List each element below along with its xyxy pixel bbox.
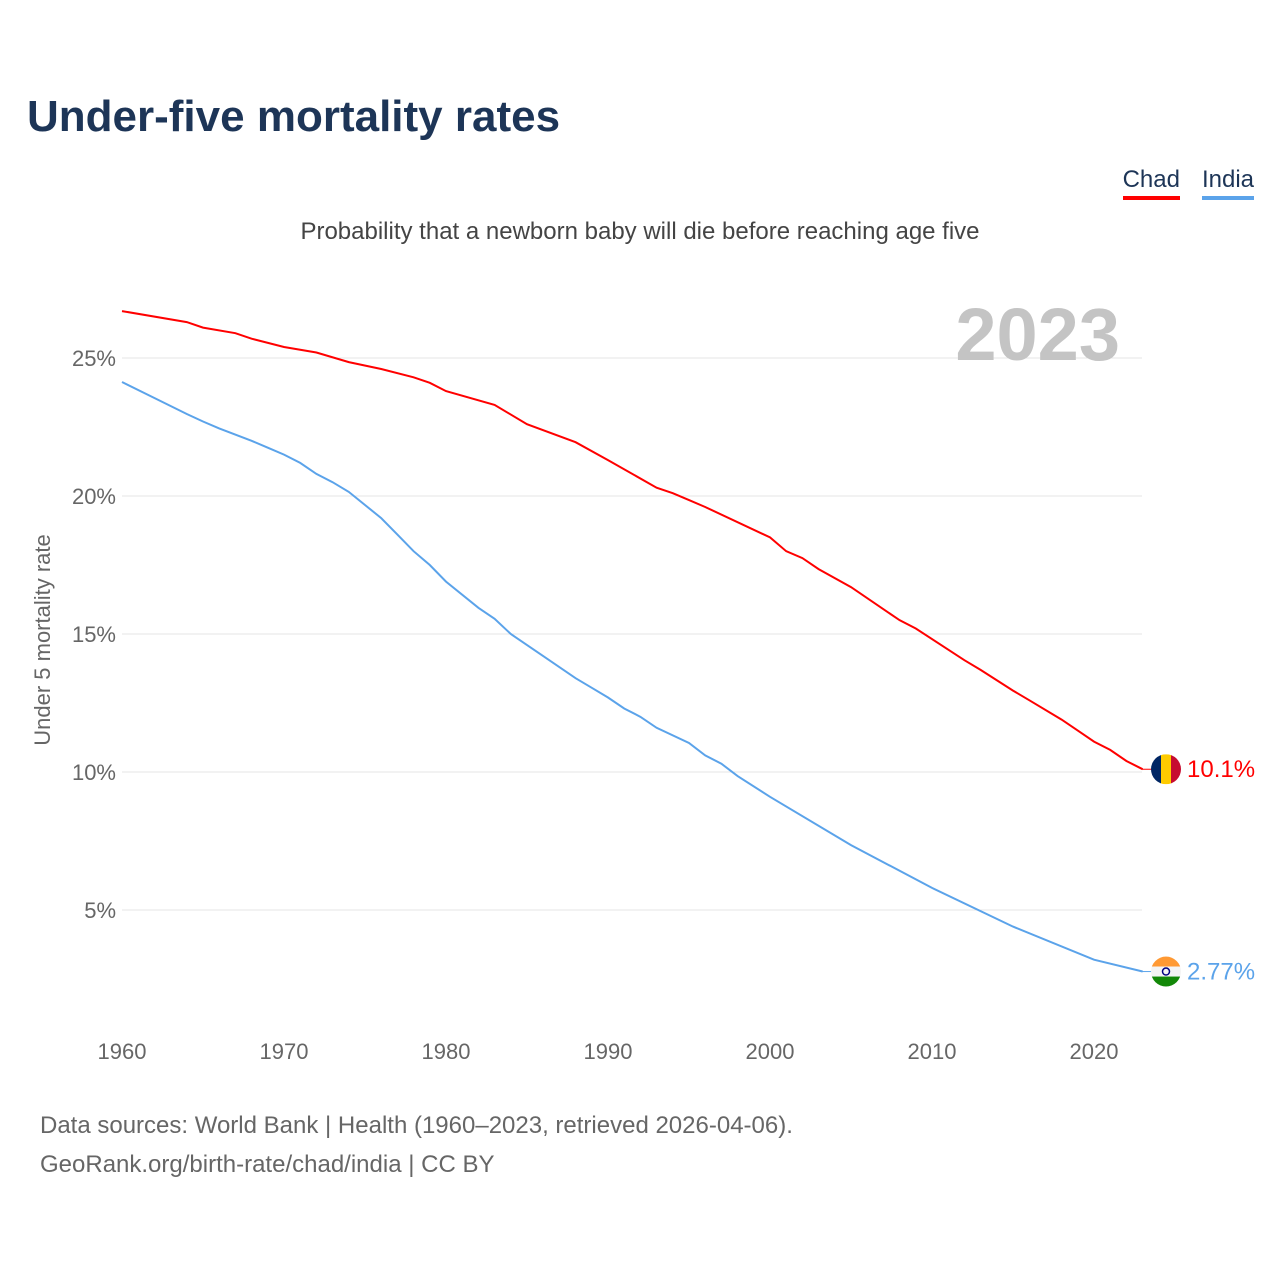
- x-tick-label: 2000: [746, 1039, 795, 1064]
- y-tick-label: 25%: [72, 346, 116, 371]
- end-value-label: 2.77%: [1187, 959, 1255, 986]
- y-tick-label: 20%: [72, 484, 116, 509]
- y-tick-label: 10%: [72, 760, 116, 785]
- legend-india[interactable]: India: [1201, 166, 1254, 200]
- series-line-india: [121, 381, 1143, 973]
- series-line-chad: [121, 310, 1144, 771]
- y-tick-label: 15%: [72, 622, 116, 647]
- year-label: 2023: [955, 293, 1120, 376]
- chart-title: Under-five mortality rates: [27, 92, 561, 141]
- chad-flag-icon: [1151, 754, 1181, 785]
- x-tick-label: 1980: [422, 1039, 471, 1064]
- x-tick-label: 2020: [1070, 1039, 1119, 1064]
- x-tick-label: 1960: [98, 1039, 147, 1064]
- legend-chad[interactable]: Chad: [1122, 166, 1180, 200]
- chart-subtitle: Probability that a newborn baby will die…: [300, 218, 980, 245]
- india-flag-icon: [1151, 956, 1181, 987]
- x-tick-label: 2010: [908, 1039, 957, 1064]
- x-tick-label: 1970: [260, 1039, 309, 1064]
- end-value-label: 10.1%: [1187, 756, 1255, 783]
- legend: Chad India: [1122, 166, 1254, 200]
- source-line-2[interactable]: GeoRank.org/birth-rate/chad/india | CC B…: [40, 1151, 495, 1178]
- y-axis-label: Under 5 mortality rate: [30, 534, 55, 746]
- x-tick-label: 1990: [584, 1039, 633, 1064]
- source-note: Data sources: World Bank | Health (1960–…: [40, 1106, 793, 1184]
- source-line-1: Data sources: World Bank | Health (1960–…: [40, 1112, 793, 1139]
- y-tick-label: 5%: [84, 898, 116, 923]
